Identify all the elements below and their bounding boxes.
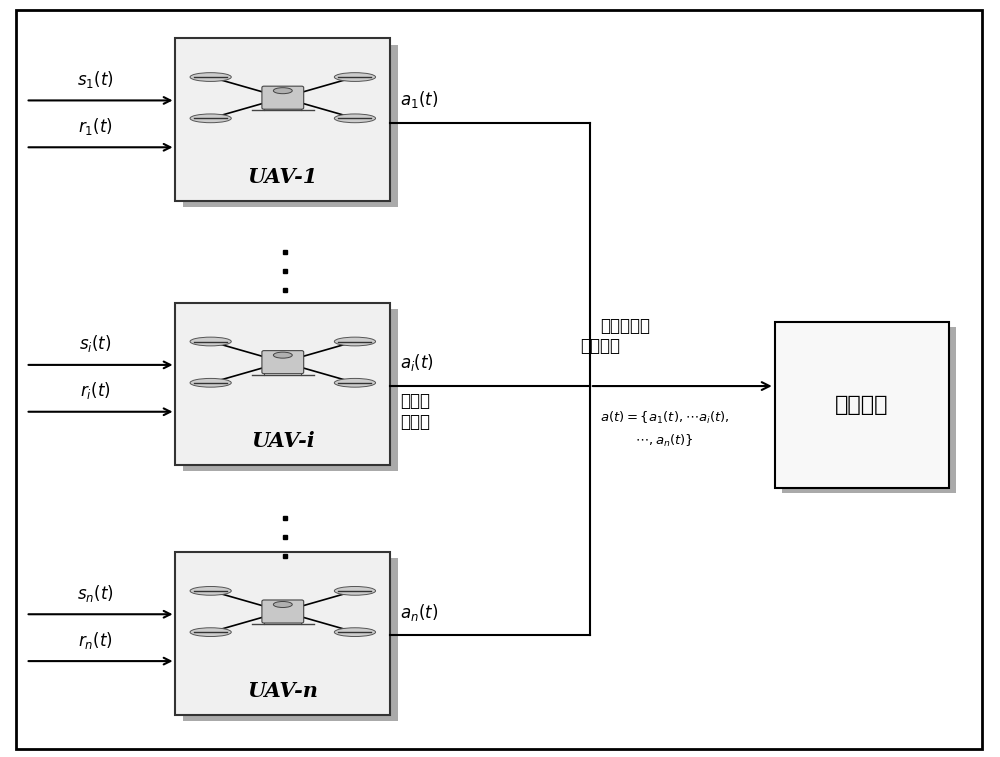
Bar — [175, 553, 390, 715]
Ellipse shape — [334, 114, 376, 123]
Text: 资源管: 资源管 — [400, 392, 430, 410]
FancyBboxPatch shape — [262, 86, 304, 109]
Bar — [782, 327, 956, 494]
Text: $a_{i}(t)$: $a_{i}(t)$ — [400, 352, 434, 373]
Ellipse shape — [334, 337, 376, 346]
FancyBboxPatch shape — [262, 350, 304, 374]
Text: $\cdots, a_n(t)\}$: $\cdots, a_n(t)\}$ — [635, 432, 694, 448]
Ellipse shape — [334, 378, 376, 387]
Text: UAV-1: UAV-1 — [248, 167, 318, 187]
Ellipse shape — [190, 587, 231, 595]
Ellipse shape — [334, 628, 376, 637]
Bar — [175, 303, 390, 466]
Text: 理行为: 理行为 — [400, 413, 430, 431]
Bar — [775, 322, 949, 488]
FancyBboxPatch shape — [262, 600, 304, 623]
Bar — [183, 309, 398, 472]
Text: $r_{1}(t)$: $r_{1}(t)$ — [78, 116, 113, 137]
Ellipse shape — [190, 114, 231, 123]
Ellipse shape — [334, 73, 376, 82]
Text: $s_{n}(t)$: $s_{n}(t)$ — [77, 583, 114, 603]
Text: UAV-i: UAV-i — [251, 431, 315, 451]
Bar — [183, 45, 398, 207]
Text: $a_{1}(t)$: $a_{1}(t)$ — [400, 89, 438, 111]
Text: 网络环境: 网络环境 — [835, 395, 889, 415]
Text: $s_{1}(t)$: $s_{1}(t)$ — [77, 69, 114, 90]
Bar — [183, 559, 398, 721]
Text: UAV-n: UAV-n — [247, 681, 318, 700]
Ellipse shape — [190, 337, 231, 346]
Ellipse shape — [273, 88, 292, 94]
Text: $a_{n}(t)$: $a_{n}(t)$ — [400, 602, 438, 622]
Ellipse shape — [273, 352, 292, 358]
Ellipse shape — [273, 602, 292, 608]
Text: $r_{n}(t)$: $r_{n}(t)$ — [78, 630, 113, 650]
Ellipse shape — [190, 73, 231, 82]
Text: $s_{i}(t)$: $s_{i}(t)$ — [79, 333, 112, 354]
Ellipse shape — [190, 628, 231, 637]
Ellipse shape — [334, 587, 376, 595]
Bar — [175, 39, 390, 201]
Text: $a(t) = \{a_1(t), \cdots a_i(t),$: $a(t) = \{a_1(t), \cdots a_i(t),$ — [600, 410, 730, 426]
Text: $r_{i}(t)$: $r_{i}(t)$ — [80, 380, 111, 401]
Text: 联合的资源: 联合的资源 — [600, 316, 650, 335]
Ellipse shape — [190, 378, 231, 387]
Text: 管理行为: 管理行为 — [580, 337, 620, 355]
